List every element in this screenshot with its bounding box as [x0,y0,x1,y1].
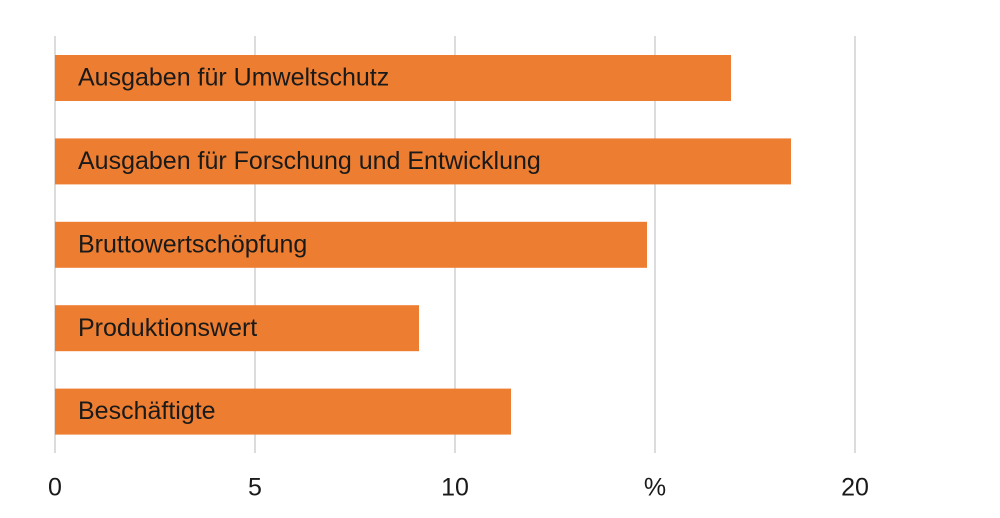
bar [55,55,731,101]
bar-label: Bruttowertschöpfung [78,230,307,258]
x-tick-label: % [644,474,666,502]
bar [55,388,511,435]
bar [55,305,419,352]
bar-label: Beschäftigte [78,397,216,425]
x-tick-label: 10 [441,474,469,502]
x-tick-label: 5 [248,474,262,502]
bar [55,138,791,185]
bar [55,221,647,268]
x-tick-label: 20 [841,474,869,502]
x-tick-label: 0 [48,474,62,502]
bar-label: Produktionswert [78,314,257,342]
bar-label: Ausgaben für Umweltschutz [78,64,389,92]
bar-label: Ausgaben für Forschung und Entwicklung [78,147,541,175]
